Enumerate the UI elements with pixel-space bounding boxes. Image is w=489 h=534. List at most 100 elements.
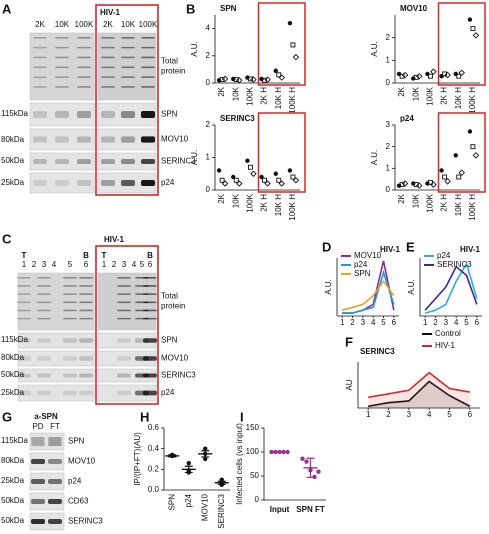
blot-band bbox=[77, 180, 91, 186]
blot-band bbox=[31, 478, 45, 485]
data-point bbox=[203, 456, 208, 462]
blot-band bbox=[55, 46, 69, 49]
blot-band bbox=[143, 277, 157, 279]
legend-label: Control bbox=[435, 329, 461, 338]
x-tick-label: 10K H bbox=[454, 194, 463, 216]
blot-band bbox=[37, 338, 51, 343]
y-axis-label: A.U. bbox=[324, 279, 333, 295]
blot-title: a-SPN bbox=[34, 412, 58, 421]
blot-band bbox=[77, 136, 91, 143]
data-point bbox=[278, 180, 285, 187]
hiv-box bbox=[437, 2, 486, 86]
line bbox=[368, 371, 470, 399]
chart-title: MOV10 bbox=[400, 4, 428, 13]
y-tick-label: 0 bbox=[386, 185, 391, 194]
lane-label: 3 bbox=[122, 260, 127, 269]
data-point bbox=[273, 171, 278, 176]
error-bar bbox=[168, 454, 177, 458]
blot-band bbox=[17, 293, 31, 295]
x-tick-label: 2K H bbox=[440, 194, 449, 212]
data-point bbox=[264, 180, 271, 187]
y-axis-label: AU bbox=[345, 379, 354, 390]
hiv-label: HIV-1 bbox=[104, 235, 125, 244]
lane-label: 5 bbox=[140, 260, 145, 269]
blot-strip bbox=[29, 492, 65, 511]
data-point bbox=[444, 178, 451, 185]
blot-strip bbox=[29, 432, 65, 451]
blot-band bbox=[143, 309, 157, 312]
x-tick-label: 10K bbox=[231, 193, 240, 208]
data-point bbox=[285, 449, 290, 455]
blot-band bbox=[77, 37, 91, 39]
y-tick-label: 1 bbox=[206, 153, 211, 162]
blot-band bbox=[31, 441, 45, 444]
blot-band bbox=[79, 338, 93, 343]
marker-label: 50kDa bbox=[1, 496, 25, 505]
y-tick-label: 0 bbox=[386, 78, 391, 87]
x-tick-label: 10K bbox=[411, 193, 420, 208]
x-tick-label: SPN FT bbox=[296, 505, 325, 514]
blot-band bbox=[33, 56, 47, 59]
data-point bbox=[250, 170, 257, 177]
blot-band bbox=[33, 111, 47, 118]
blot-strip bbox=[17, 384, 95, 402]
marker-label: 115kDa bbox=[1, 109, 29, 118]
data-point bbox=[236, 77, 243, 84]
blot-band bbox=[63, 338, 77, 343]
x-tick-label: 3 bbox=[444, 318, 449, 327]
data-point bbox=[416, 72, 423, 80]
marker-label: 50kDa bbox=[1, 156, 25, 165]
blot-band bbox=[48, 441, 62, 444]
data-point bbox=[247, 76, 253, 82]
data-point bbox=[259, 76, 264, 82]
hiv-box bbox=[95, 4, 159, 196]
blot-strip bbox=[17, 272, 95, 331]
blot-band bbox=[79, 277, 93, 279]
lane-label: FT bbox=[50, 422, 60, 431]
row-label: CD63 bbox=[68, 497, 89, 506]
x-tick-label: 100K bbox=[426, 193, 435, 212]
row-label: p24 bbox=[161, 388, 175, 397]
blot-strip bbox=[97, 128, 157, 151]
blot-band bbox=[77, 46, 91, 49]
x-tick-label: 10K bbox=[411, 86, 420, 101]
blot-band bbox=[33, 180, 47, 186]
blot-band bbox=[31, 438, 45, 441]
blot-band bbox=[79, 309, 93, 312]
blot-band bbox=[55, 158, 69, 165]
blot-band bbox=[117, 356, 131, 361]
blot-band bbox=[141, 86, 155, 88]
blot-band bbox=[37, 277, 51, 279]
data-point bbox=[276, 72, 282, 78]
x-tick-label: 2 bbox=[433, 318, 438, 327]
blot-band bbox=[121, 66, 135, 69]
data-point bbox=[396, 183, 402, 188]
marker-label: 80kDa bbox=[1, 353, 25, 362]
y-axis-label: IP/(IP+FT)(AU) bbox=[133, 432, 142, 486]
data-point bbox=[292, 53, 300, 61]
blot-band bbox=[63, 301, 77, 304]
row-label: p24 bbox=[161, 178, 175, 187]
panel-letter: E bbox=[406, 239, 415, 254]
panel-letter: C bbox=[2, 231, 12, 246]
blot-band bbox=[31, 518, 45, 525]
data-point bbox=[290, 42, 296, 48]
row-label: Total protein bbox=[161, 57, 185, 76]
data-point bbox=[472, 152, 480, 159]
marker-label: 25kDa bbox=[1, 476, 25, 485]
blot-band bbox=[63, 309, 77, 312]
row-label: Total protein bbox=[161, 292, 185, 311]
blot-band bbox=[143, 317, 157, 320]
blot-band bbox=[143, 390, 157, 396]
blot-band bbox=[48, 437, 62, 439]
legend-label: HIV-1 bbox=[435, 341, 456, 350]
line bbox=[342, 269, 395, 314]
blot-band bbox=[31, 437, 45, 439]
blot-band bbox=[101, 46, 115, 49]
blot-band bbox=[77, 56, 91, 59]
data-point bbox=[472, 32, 480, 39]
blot-strip bbox=[97, 102, 157, 127]
lane-label: 100K bbox=[75, 20, 94, 29]
x-tick-label: SERINC3 bbox=[217, 493, 226, 528]
